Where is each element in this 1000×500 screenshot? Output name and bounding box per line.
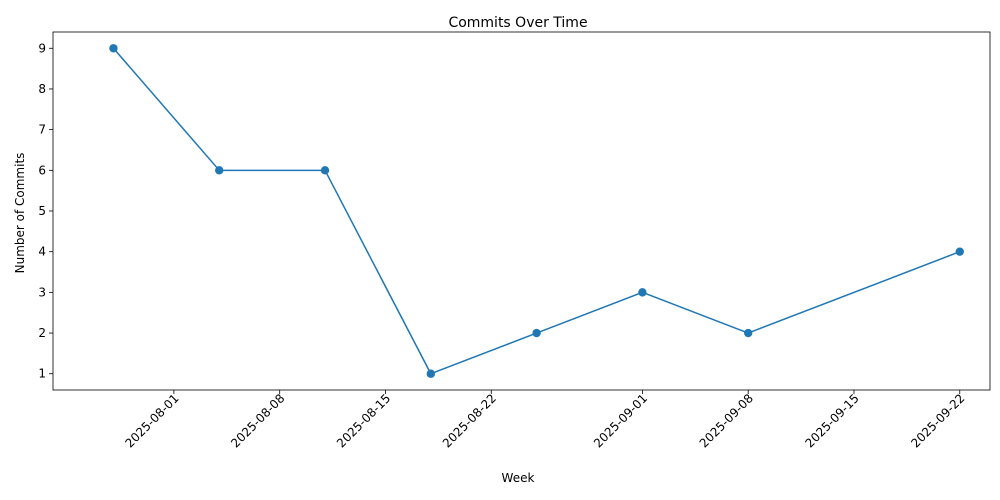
y-tick-label: 6 [38, 163, 46, 177]
plot-area: 1 2 3 4 5 6 7 8 9 2025-08-01 2025-08-08 2025-08-15 2… [38, 31, 991, 450]
x-tick-label: 2025-09-15 [803, 391, 862, 450]
y-tick-label: 1 [38, 367, 46, 381]
plot-frame [52, 31, 991, 391]
data-point [426, 369, 436, 378]
x-tick-label: 2025-08-01 [122, 391, 181, 450]
y-axis-title: Number of Commits [13, 153, 27, 274]
y-tick-label: 4 [38, 245, 46, 259]
data-point [743, 328, 753, 338]
y-tick-label: 5 [38, 204, 46, 218]
series-line [112, 47, 961, 375]
x-axis-title: Week [502, 471, 535, 485]
data-point [638, 288, 647, 297]
x-tick-label: 2025-08-08 [228, 391, 287, 450]
data-point [109, 44, 118, 53]
data-point [215, 166, 224, 175]
y-tick-label: 8 [38, 82, 46, 96]
data-point [532, 328, 541, 338]
x-tick-label: 2025-08-22 [440, 391, 499, 450]
y-tick-label: 2 [38, 326, 46, 340]
x-tick-label: 2025-09-01 [591, 391, 650, 450]
chart-title: Commits Over Time [448, 15, 587, 31]
y-tick-label: 7 [38, 123, 46, 137]
data-point [320, 166, 330, 175]
data-point [955, 247, 964, 256]
x-tick-label: 2025-09-22 [908, 391, 967, 450]
x-tick-label: 2025-09-08 [697, 391, 756, 450]
y-tick-label: 3 [38, 285, 46, 299]
x-tick-label: 2025-08-15 [334, 391, 393, 450]
y-tick-label: 9 [38, 41, 46, 55]
